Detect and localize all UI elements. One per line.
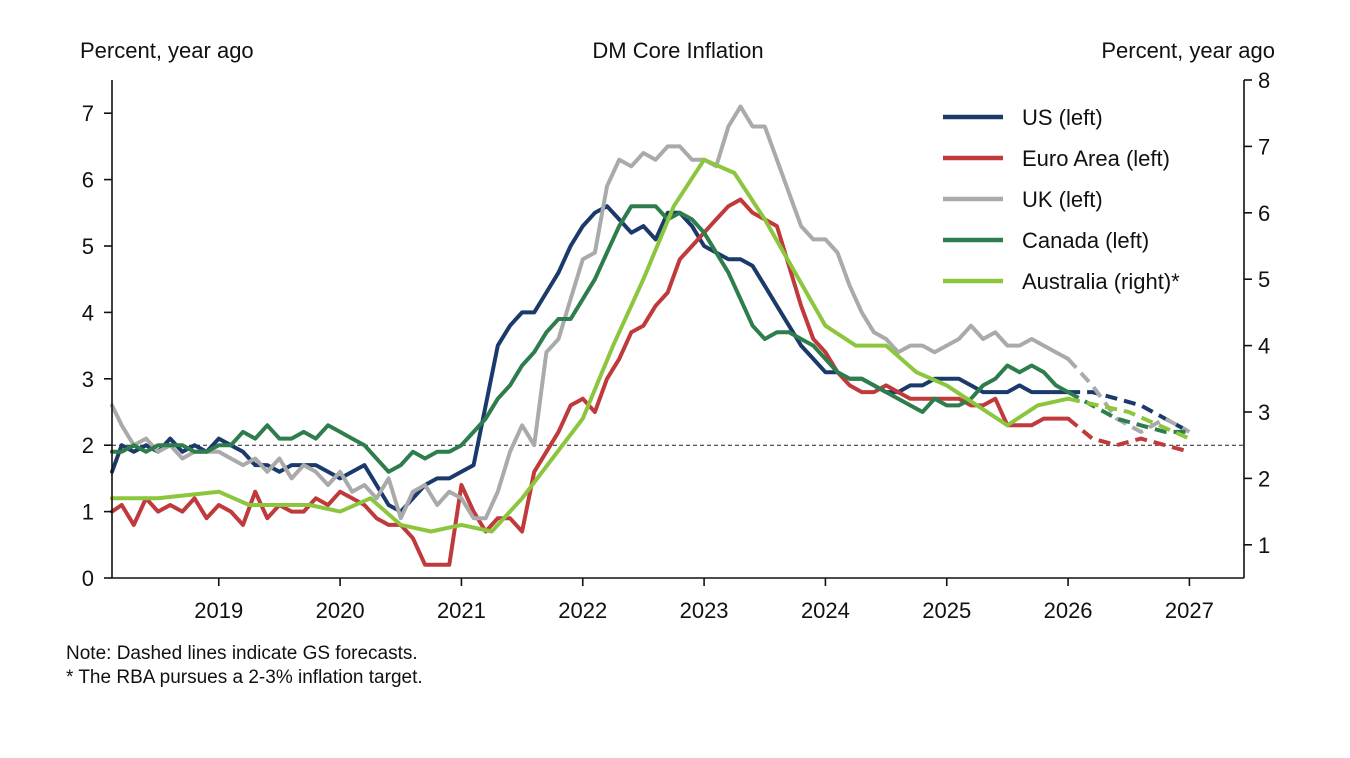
right-tick-label: 5: [1258, 267, 1270, 292]
x-tick-label: 2026: [1044, 598, 1093, 623]
right-tick-label: 6: [1258, 201, 1270, 226]
note-rba-target: * The RBA pursues a 2-3% inflation targe…: [66, 667, 423, 688]
dm-core-inflation-chart: Percent, year ago DM Core Inflation Perc…: [80, 38, 1275, 623]
left-tick-label: 1: [82, 500, 94, 525]
right-tick-label: 2: [1258, 466, 1270, 491]
series-line-us: [110, 204, 1071, 514]
x-tick-label: 2020: [316, 598, 365, 623]
x-tick-label: 2025: [922, 598, 971, 623]
axes-group: 0 1 2 3 4 5 6 7 1 2 3 4 5 6 7 8 2019 2020 2021 2022 2023 2024…: [82, 68, 1271, 623]
legend-label-us: US (left): [1022, 105, 1103, 130]
x-tick-label: 2021: [437, 598, 486, 623]
legend-label-euro-area: Euro Area (left): [1022, 146, 1170, 171]
x-tick-label: 2027: [1165, 598, 1214, 623]
chart-title: DM Core Inflation: [592, 38, 763, 63]
note-forecast: Note: Dashed lines indicate GS forecasts…: [66, 643, 418, 664]
right-tick-label: 1: [1258, 533, 1270, 558]
series-group: [110, 104, 1191, 567]
left-tick-label: 7: [82, 101, 94, 126]
legend-label-canada: Canada (left): [1022, 228, 1149, 253]
series-line-uk: [110, 104, 1071, 521]
left-tick-label: 0: [82, 566, 94, 591]
x-tick-label: 2019: [194, 598, 243, 623]
legend: US (left) Euro Area (left) UK (left) Canada…: [943, 105, 1180, 294]
forecast-line-uk: [1066, 357, 1191, 435]
x-tick-label: 2024: [801, 598, 850, 623]
right-tick-label: 8: [1258, 68, 1270, 93]
right-tick-label: 3: [1258, 400, 1270, 425]
x-tick-label: 2022: [558, 598, 607, 623]
left-tick-label: 2: [82, 433, 94, 458]
left-tick-label: 5: [82, 234, 94, 259]
right-axis-label: Percent, year ago: [1101, 38, 1275, 63]
series-line-australia: [110, 157, 1071, 534]
left-tick-label: 6: [82, 168, 94, 193]
right-tick-label: 7: [1258, 134, 1270, 159]
left-tick-label: 4: [82, 300, 94, 325]
left-tick-label: 3: [82, 367, 94, 392]
forecast-line-australia: [1067, 396, 1191, 441]
x-tick-label: 2023: [680, 598, 729, 623]
forecast-line-euro-area: [1066, 417, 1190, 454]
left-axis-label: Percent, year ago: [80, 38, 254, 63]
legend-label-australia: Australia (right)*: [1022, 269, 1180, 294]
series-line-canada: [110, 204, 1071, 474]
legend-label-uk: UK (left): [1022, 187, 1103, 212]
right-tick-label: 4: [1258, 334, 1270, 359]
